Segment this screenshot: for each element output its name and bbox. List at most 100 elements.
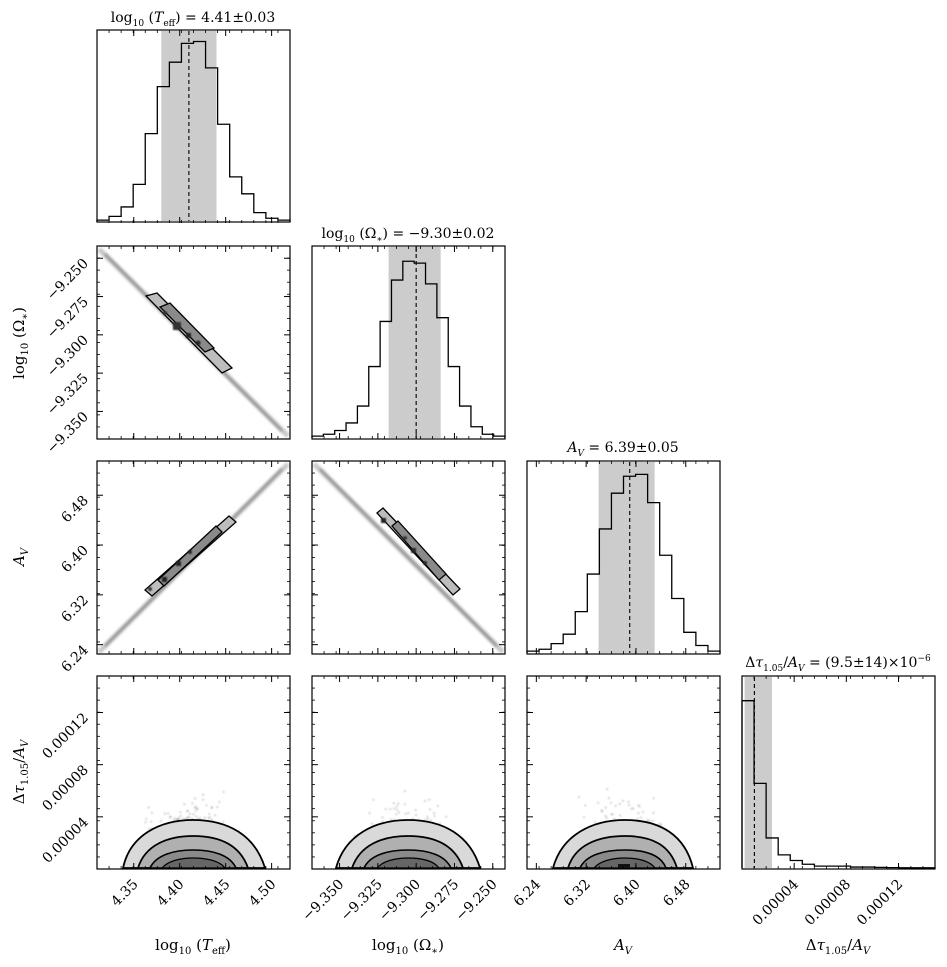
x-tick-label: 6.48 bbox=[660, 877, 693, 910]
scatter-point bbox=[407, 811, 410, 815]
scatter-point bbox=[203, 816, 207, 819]
scatter-point bbox=[186, 809, 189, 812]
y-tick-label: 0.00012 bbox=[40, 710, 92, 762]
scatter-point bbox=[389, 818, 393, 821]
scatter-point bbox=[433, 812, 436, 815]
scatter-point bbox=[445, 815, 448, 818]
y-tick-label: 6.48 bbox=[58, 493, 91, 526]
x-tick-label: 0.00008 bbox=[802, 877, 854, 929]
title-logOmega: log10 (Ω∗) = −9.30±0.02 bbox=[322, 226, 495, 245]
scatter-point bbox=[627, 803, 631, 807]
y-tick-label: 0.00008 bbox=[40, 762, 92, 814]
y-tick-label: 0.00004 bbox=[40, 814, 92, 866]
scatter-point bbox=[396, 808, 399, 812]
scatter-point bbox=[196, 807, 199, 810]
x-tick-label: −9.325 bbox=[338, 877, 386, 925]
scatter-point bbox=[636, 817, 639, 820]
scatter-point bbox=[609, 801, 613, 804]
scatter-point bbox=[601, 810, 604, 813]
scatter-point bbox=[193, 806, 196, 809]
scatter-point bbox=[175, 817, 179, 821]
scatter-point bbox=[179, 814, 182, 818]
scatter-point bbox=[187, 816, 190, 820]
xlabel-logOmega: log10 (Ω∗) bbox=[372, 936, 444, 957]
scatter-point bbox=[637, 812, 640, 815]
scatter-point bbox=[652, 797, 655, 800]
scatter-point bbox=[183, 803, 186, 806]
scatter-point bbox=[145, 817, 148, 821]
scatter-point bbox=[641, 810, 645, 814]
scatter-point bbox=[371, 822, 374, 825]
x-tick-label: −9.300 bbox=[376, 877, 424, 925]
scatter-point bbox=[150, 811, 154, 814]
scatter-point bbox=[169, 815, 172, 818]
scatter-point bbox=[397, 802, 400, 805]
y-tick-label: −9.275 bbox=[44, 294, 92, 342]
scatter-point bbox=[582, 815, 586, 819]
xlabel-logT: log10 (Teff) bbox=[155, 936, 231, 957]
scatter-point bbox=[649, 819, 652, 823]
scatter-point bbox=[404, 812, 407, 816]
scatter-point bbox=[198, 816, 201, 819]
scatter-point bbox=[392, 802, 395, 805]
y-tick-label: −9.300 bbox=[44, 332, 92, 380]
scatter-point bbox=[194, 797, 197, 800]
scatter-point bbox=[577, 795, 581, 799]
scatter-point bbox=[190, 817, 193, 820]
scatter-point bbox=[584, 804, 587, 807]
y-tick-label: −9.325 bbox=[44, 371, 92, 419]
scatter-point bbox=[194, 809, 197, 812]
title-Av: AV = 6.39±0.05 bbox=[565, 440, 678, 459]
scatter-point bbox=[384, 807, 387, 811]
title-dtau: Δτ1.05/AV = (9.5±14)×10−6 bbox=[745, 654, 931, 674]
title-logT: log10 (Teff) = 4.41±0.03 bbox=[111, 10, 276, 29]
scatter-point bbox=[638, 805, 641, 808]
panel-dtau-vs-logOmega bbox=[311, 675, 506, 870]
x-tick-label: 4.40 bbox=[154, 877, 187, 910]
panel-dtau-vs-logT bbox=[96, 675, 291, 870]
scatter-point bbox=[181, 817, 185, 820]
scatter-point bbox=[210, 806, 213, 809]
scatter-point bbox=[167, 812, 170, 815]
scatter-point bbox=[395, 805, 398, 808]
scatter-point bbox=[381, 820, 384, 823]
x-tick-label: 4.35 bbox=[108, 877, 141, 910]
scatter-point bbox=[397, 811, 401, 814]
hist-panel-logT bbox=[96, 29, 291, 223]
scatter-point bbox=[618, 802, 621, 806]
scatter-point bbox=[621, 799, 625, 802]
scatter-point bbox=[415, 813, 418, 817]
scatter-point bbox=[619, 814, 622, 817]
x-tick-label: −9.275 bbox=[414, 877, 462, 925]
hist-panel-dtau bbox=[741, 675, 936, 870]
scatter-point bbox=[429, 819, 432, 822]
hist-dtau-band bbox=[744, 677, 772, 868]
x-tick-label: 6.40 bbox=[610, 877, 643, 910]
scatter-point bbox=[433, 815, 436, 818]
tick-marks bbox=[97, 30, 924, 869]
scatter-point bbox=[150, 820, 153, 823]
panel-Av-vs-logT bbox=[96, 460, 291, 655]
xlabel-Av: AV bbox=[612, 936, 634, 957]
scatter-point bbox=[614, 804, 617, 808]
scatter-point bbox=[214, 814, 217, 817]
scatter-point bbox=[191, 802, 194, 805]
scatter-point bbox=[201, 793, 205, 796]
scatter-point bbox=[144, 821, 147, 824]
scatter-point bbox=[630, 807, 633, 811]
scatter-point bbox=[652, 811, 655, 815]
scatter-point bbox=[207, 817, 210, 820]
scatter-point bbox=[195, 815, 198, 818]
scatter-point bbox=[604, 814, 607, 818]
scatter-point bbox=[353, 834, 356, 837]
y-tick-label: 6.32 bbox=[58, 592, 91, 625]
ylabel-logOmega: log10 (Ω∗) bbox=[10, 307, 31, 379]
scatter-point bbox=[179, 811, 182, 814]
x-tick-label: 4.50 bbox=[246, 877, 279, 910]
scatter-point bbox=[593, 821, 597, 824]
x-tick-label: −9.350 bbox=[299, 877, 347, 925]
scatter-point bbox=[147, 806, 150, 809]
scatter-point bbox=[436, 804, 439, 808]
ylabel-Av: AV bbox=[10, 546, 31, 568]
scatter-point bbox=[160, 820, 163, 823]
